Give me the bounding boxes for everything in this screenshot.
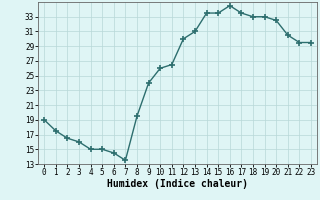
X-axis label: Humidex (Indice chaleur): Humidex (Indice chaleur) <box>107 179 248 189</box>
